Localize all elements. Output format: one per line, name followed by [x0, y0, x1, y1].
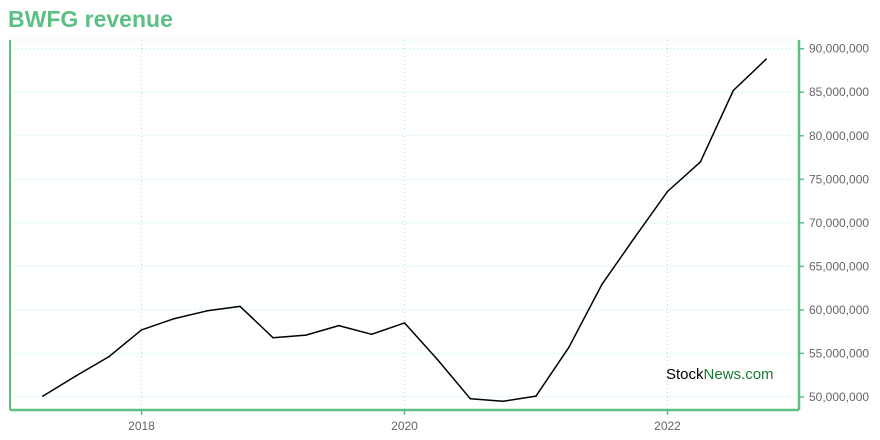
watermark-com: .com	[741, 366, 774, 383]
data-point	[600, 283, 603, 286]
watermark-news: News	[704, 366, 742, 383]
x-tick-label: 2020	[391, 419, 418, 433]
y-tick-label: 50,000,000	[809, 390, 869, 404]
data-point	[107, 356, 110, 358]
data-point	[633, 236, 636, 239]
y-tick-label: 90,000,000	[809, 42, 869, 56]
revenue-series-line	[42, 58, 767, 403]
data-point	[699, 161, 702, 163]
data-point	[732, 89, 735, 92]
y-tick-label: 70,000,000	[809, 216, 869, 230]
tick-labels: 50,000,000 55,000,000 60,000,000 65,000,000…	[128, 42, 869, 433]
data-point	[535, 395, 537, 397]
data-point	[239, 305, 241, 308]
y-tick-label: 55,000,000	[809, 346, 869, 360]
data-point	[370, 333, 373, 336]
y-tick-label: 60,000,000	[809, 303, 869, 317]
series-layer	[42, 58, 767, 403]
data-point	[206, 309, 209, 312]
data-point	[568, 346, 570, 349]
y-tick-label: 80,000,000	[809, 129, 869, 143]
x-tick-label: 2022	[654, 419, 681, 433]
y-tick-label: 85,000,000	[809, 85, 869, 99]
data-point	[502, 400, 504, 403]
chart-title: BWFG revenue	[8, 6, 173, 32]
data-point	[469, 397, 472, 400]
watermark-stock: Stock	[666, 366, 704, 383]
axes	[9, 40, 804, 415]
y-tick-label: 75,000,000	[809, 172, 869, 186]
data-point	[173, 317, 176, 320]
data-point	[666, 190, 669, 193]
y-tick-label: 65,000,000	[809, 259, 869, 273]
data-point	[765, 58, 767, 60]
watermark: StockNews.com	[666, 366, 774, 383]
data-point	[337, 324, 340, 327]
data-point	[74, 375, 77, 377]
data-point	[305, 334, 307, 336]
data-point	[42, 395, 44, 397]
grid	[10, 39, 799, 410]
data-point	[436, 358, 439, 361]
x-tick-label: 2018	[128, 419, 155, 433]
data-point	[403, 322, 406, 324]
data-point	[272, 336, 274, 339]
data-point	[140, 329, 143, 331]
